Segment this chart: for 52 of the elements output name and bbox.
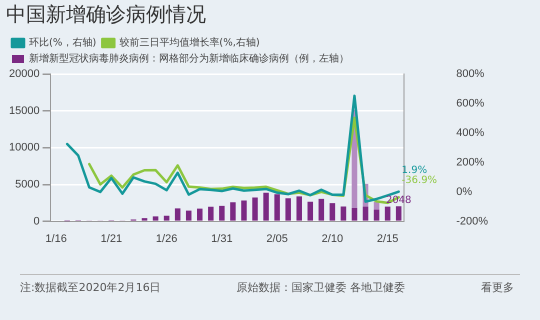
y-tick-label: 20000 xyxy=(8,68,40,80)
bar xyxy=(318,198,324,221)
bar xyxy=(252,198,258,221)
x-tick-label: 1/31 xyxy=(211,233,233,246)
bar xyxy=(374,202,380,210)
chart-title: 中国新增确诊病例情况 xyxy=(6,2,206,26)
bar xyxy=(296,196,302,221)
y2-tick-label: 0% xyxy=(456,186,472,198)
bar xyxy=(308,202,314,221)
text: 注:数据截至2020年2月16日 xyxy=(20,280,161,295)
bar xyxy=(152,216,158,221)
bar xyxy=(330,203,336,221)
x-tick-label: 1/26 xyxy=(156,233,178,246)
text: 原始数据：国家卫健委 各地卫健委 xyxy=(236,280,406,295)
data-label: -36.9% xyxy=(402,174,438,186)
bar xyxy=(274,194,280,221)
bar xyxy=(208,206,214,221)
bar xyxy=(340,206,346,221)
text: 看更多 xyxy=(480,280,514,295)
y2-tick-label: 400% xyxy=(456,126,485,139)
bar xyxy=(142,218,148,221)
y2-tick-label: -200% xyxy=(456,215,488,228)
x-tick-label: 2/15 xyxy=(376,233,398,246)
bar xyxy=(164,216,170,221)
bar xyxy=(186,210,192,221)
x-tick-label: 1/21 xyxy=(100,233,122,246)
y-tick-label: 10000 xyxy=(8,142,40,154)
bar xyxy=(174,208,180,221)
bar xyxy=(396,206,402,221)
bar xyxy=(362,206,368,221)
y-tick-label: 15000 xyxy=(8,104,40,117)
bar xyxy=(197,208,203,221)
bar xyxy=(241,200,247,221)
bar xyxy=(352,208,358,221)
y2-tick-label: 600% xyxy=(456,98,485,110)
bar xyxy=(230,202,236,221)
bar xyxy=(374,210,380,221)
bar xyxy=(285,198,291,221)
legend-label: 新增新型冠状病毒肺炎病例：网格部分为新增临床确诊病例（例，左轴） xyxy=(29,52,349,65)
x-tick-label: 2/10 xyxy=(322,233,344,246)
legend-label: 环比(%，右轴) xyxy=(29,36,96,49)
bar xyxy=(263,192,269,221)
y2-tick-label: 200% xyxy=(456,156,485,168)
bar xyxy=(219,206,225,221)
y2-tick-label: 800% xyxy=(456,68,485,80)
legend-label: 较前三日平均值增长率(%,右轴) xyxy=(119,36,260,49)
bar xyxy=(384,206,390,221)
y-tick-label: 5000 xyxy=(15,178,40,191)
x-tick-label: 2/05 xyxy=(266,233,288,246)
data-label: 1.9% xyxy=(402,164,428,176)
y-tick-label: 0 xyxy=(33,215,40,228)
x-tick-label: 1/16 xyxy=(45,233,67,246)
